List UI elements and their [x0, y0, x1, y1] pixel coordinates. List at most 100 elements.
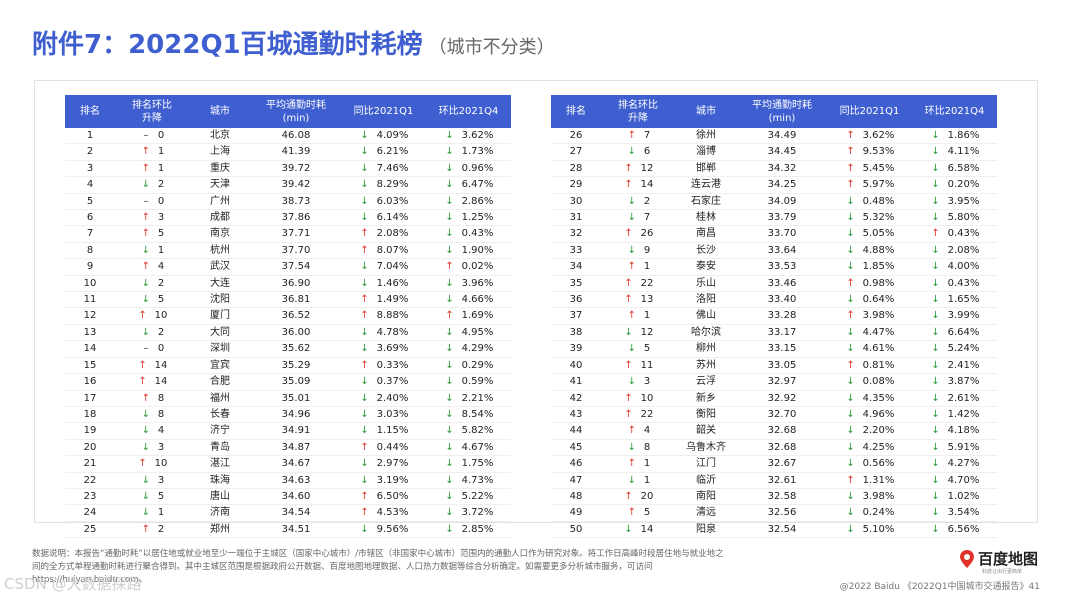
arrow-down-icon: ↓ — [360, 425, 369, 437]
arrow-up-icon: ↑ — [141, 212, 150, 224]
arrow-up-icon: ↑ — [846, 146, 855, 158]
yoy-cell-value: 3.19% — [376, 474, 409, 486]
city-cell: 宜宾 — [189, 357, 251, 375]
rank-cell: 37 — [551, 307, 601, 325]
rank-change-cell-value: 13 — [640, 294, 654, 306]
page-footer: @2022 Baidu 《2022Q1中国城市交通报告》41 — [839, 582, 1040, 592]
arrow-down-icon: ↓ — [931, 359, 940, 371]
avg-commute-cell: 32.97 — [737, 373, 827, 391]
arrow-down-icon: ↓ — [846, 326, 855, 338]
yoy-cell: ↑ 8.88% — [341, 307, 426, 325]
arrow-down-icon: ↓ — [846, 261, 855, 273]
table-row: 29 ↑ 14 连云港 34.25 ↑ 5.97% ↓ 0.20% — [551, 176, 997, 194]
qoq-cell-value: 1.90% — [461, 244, 494, 256]
qoq-cell: ↑ 1.69% — [426, 307, 511, 325]
table-row: 9 ↑ 4 武汉 37.54 ↓ 7.04% ↑ 0.02% — [65, 258, 511, 276]
arrow-down-icon: ↓ — [627, 343, 636, 355]
table-row: 27 ↓ 6 淄博 34.45 ↑ 9.53% ↓ 4.11% — [551, 143, 997, 161]
dash-icon: – — [143, 195, 149, 207]
qoq-cell: ↓ 2.61% — [912, 390, 997, 407]
qoq-cell-value: 0.02% — [461, 261, 494, 273]
yoy-cell: ↓ 5.05% — [827, 225, 912, 243]
rank-cell: 28 — [551, 160, 601, 178]
arrow-down-icon: ↓ — [627, 146, 636, 158]
arrow-down-icon: ↓ — [445, 179, 454, 191]
city-cell: 长春 — [189, 406, 251, 424]
yoy-cell-value: 4.47% — [862, 326, 895, 338]
arrow-down-icon: ↓ — [846, 244, 855, 256]
arrow-down-icon: ↓ — [931, 458, 940, 470]
rank-change-cell-value: 7 — [643, 212, 651, 224]
data-note: 数据说明：本报告“通勤时耗”以居住地或就业地至少一端位于主城区（国家中心城市）/… — [32, 549, 724, 585]
qoq-cell-value: 0.43% — [947, 277, 980, 289]
yoy-cell-value: 8.88% — [376, 310, 409, 322]
rank-cell: 1 — [65, 128, 115, 145]
city-cell: 沈阳 — [189, 291, 251, 309]
arrow-down-icon: ↓ — [141, 294, 150, 306]
yoy-cell: ↓ 0.48% — [827, 193, 912, 211]
table-row: 43 ↑ 22 衡阳 32.70 ↓ 4.96% ↓ 1.42% — [551, 406, 997, 424]
arrow-up-icon: ↑ — [627, 425, 636, 437]
arrow-down-icon: ↓ — [931, 195, 940, 207]
qoq-cell-value: 3.95% — [947, 195, 980, 207]
rank-change-cell: ↓ 8 — [115, 406, 189, 424]
rank-change-cell: ↑ 5 — [601, 504, 675, 522]
rank-cell: 3 — [65, 160, 115, 178]
rank-change-cell-value: 14 — [154, 376, 168, 388]
table-row: 5–0 广州 38.73 ↓ 6.03% ↓ 2.86% — [65, 193, 511, 211]
rank-change-cell: ↓ 5 — [115, 488, 189, 506]
city-cell: 南阳 — [675, 488, 737, 506]
city-cell: 天津 — [189, 176, 251, 194]
arrow-up-icon: ↑ — [624, 277, 633, 289]
avg-commute-cell: 32.68 — [737, 439, 827, 457]
header-rank-change: 排名环比 升降 — [601, 95, 675, 128]
arrow-down-icon: ↓ — [931, 310, 940, 322]
rank-cell: 12 — [65, 307, 115, 325]
yoy-cell-value: 5.32% — [862, 212, 895, 224]
rank-cell: 9 — [65, 258, 115, 276]
yoy-cell: ↓ 2.40% — [341, 390, 426, 407]
table-row: 40 ↑ 11 苏州 33.05 ↑ 0.81% ↓ 2.41% — [551, 357, 997, 375]
rank-change-cell: ↑ 1 — [115, 160, 189, 178]
city-cell: 柳州 — [675, 340, 737, 358]
arrow-down-icon: ↓ — [931, 130, 940, 141]
dash-icon: – — [143, 343, 149, 355]
city-cell: 淄博 — [675, 143, 737, 161]
arrow-down-icon: ↓ — [360, 376, 369, 388]
rank-change-cell: ↑ 14 — [601, 176, 675, 194]
arrow-up-icon: ↑ — [627, 261, 636, 273]
qoq-cell-value: 6.58% — [947, 162, 980, 174]
arrow-down-icon: ↓ — [141, 425, 150, 437]
arrow-down-icon: ↓ — [931, 343, 940, 355]
avg-commute-cell: 32.70 — [737, 406, 827, 424]
rank-cell: 11 — [65, 291, 115, 309]
arrow-up-icon: ↑ — [846, 130, 855, 141]
arrow-down-icon: ↓ — [931, 244, 940, 256]
yoy-cell: ↑ 8.07% — [341, 242, 426, 260]
arrow-up-icon: ↑ — [141, 162, 150, 174]
rank-change-cell: ↑ 22 — [601, 275, 675, 293]
qoq-cell: ↓ 4.66% — [426, 291, 511, 309]
arrow-down-icon: ↓ — [360, 179, 369, 191]
qoq-cell: ↓ 1.90% — [426, 242, 511, 260]
avg-commute-cell: 34.32 — [737, 160, 827, 178]
qoq-cell: ↓ 6.47% — [426, 176, 511, 194]
yoy-cell: ↓ 1.85% — [827, 258, 912, 276]
rank-cell: 22 — [65, 472, 115, 489]
yoy-cell: ↑ 3.62% — [827, 128, 912, 145]
city-cell: 成都 — [189, 209, 251, 227]
rank-cell: 5 — [65, 193, 115, 211]
qoq-cell-value: 5.82% — [461, 425, 494, 437]
qoq-cell-value: 1.65% — [947, 294, 980, 306]
rank-change-cell: ↓ 9 — [601, 242, 675, 260]
avg-commute-cell: 34.54 — [251, 504, 341, 522]
arrow-down-icon: ↓ — [141, 326, 150, 338]
qoq-cell-value: 1.73% — [461, 146, 494, 158]
qoq-cell-value: 0.43% — [461, 228, 494, 240]
qoq-cell: ↓ 0.43% — [912, 275, 997, 293]
yoy-cell: ↓ 1.46% — [341, 275, 426, 293]
table-row: 31 ↓ 7 桂林 33.79 ↓ 5.32% ↓ 5.80% — [551, 209, 997, 227]
yoy-cell-value: 1.15% — [376, 425, 409, 437]
table-row: 41 ↓ 3 云浮 32.97 ↓ 0.08% ↓ 3.87% — [551, 373, 997, 391]
table-row: 38 ↓ 12 哈尔滨 33.17 ↓ 4.47% ↓ 6.64% — [551, 324, 997, 342]
